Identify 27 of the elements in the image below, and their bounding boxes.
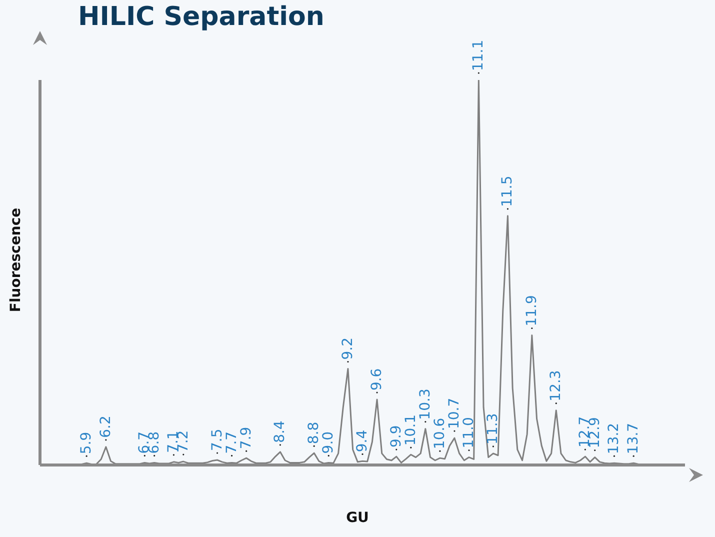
annotation: 10.7: [446, 398, 462, 430]
annotation: 10.1: [402, 414, 419, 446]
annotation: 13.2: [606, 422, 622, 454]
annotation: 10.6: [432, 418, 448, 450]
annotation: 6.2: [98, 416, 114, 438]
annotation: 13.7: [626, 422, 642, 454]
annotation: 11.5: [500, 176, 516, 207]
annotation: 8.4: [272, 420, 288, 443]
text: 11.1: [470, 40, 487, 71]
y-axis-title: Fluorescence: [8, 208, 24, 312]
annotation: 12.3: [548, 370, 564, 402]
annotation: 9.4: [354, 430, 370, 452]
chart-title: HILIC Separation: [78, 2, 324, 32]
annotation: 7.5: [209, 428, 226, 451]
x-axis-title: GU: [345, 510, 370, 526]
annotation: 11.3: [485, 413, 502, 444]
annotation: 8.8: [306, 422, 322, 444]
annotation: 9.2: [340, 337, 356, 360]
annotation: 7.7: [224, 431, 240, 454]
annotation: 5.9: [78, 432, 95, 454]
annotation: 11.0: [461, 417, 477, 448]
annotation: 11.9: [524, 295, 540, 326]
annotation: 10.3: [417, 388, 434, 420]
annotation: 7.9: [238, 426, 254, 450]
annotation: 9.6: [369, 368, 386, 391]
annotation: 9.0: [320, 431, 337, 454]
annotation: 9.9: [388, 425, 404, 448]
